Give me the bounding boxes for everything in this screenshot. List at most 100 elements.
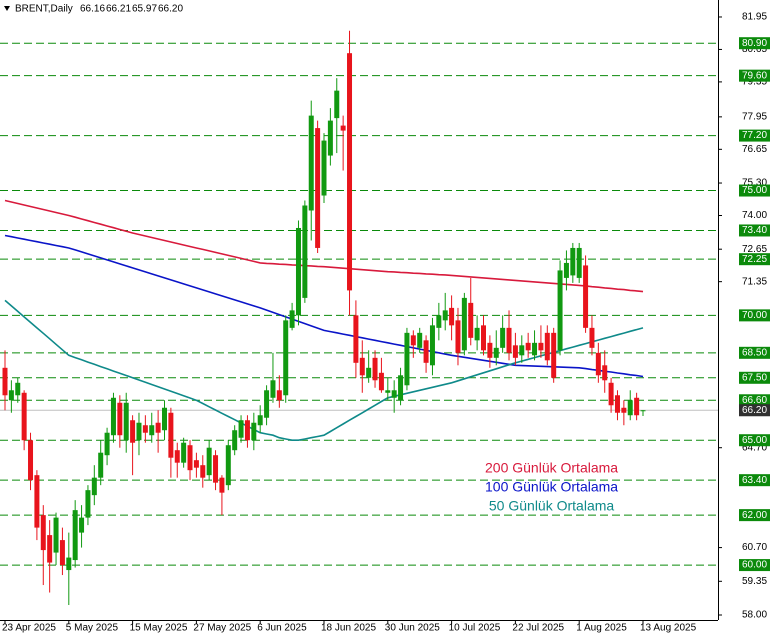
candle-body	[621, 407, 627, 413]
candle-body	[570, 247, 576, 276]
candle-body	[627, 400, 633, 416]
candle-body	[21, 392, 27, 441]
menu-triangle	[4, 6, 10, 11]
candle-body	[576, 247, 582, 278]
candle-body	[244, 420, 250, 441]
candle-body	[219, 477, 225, 493]
candle-body	[232, 430, 238, 451]
candle-body	[589, 327, 595, 348]
level-box	[739, 434, 770, 447]
candle-body	[359, 357, 365, 376]
candle-body	[168, 412, 174, 458]
candle-body	[525, 342, 531, 351]
y-tick-label: 64.70	[742, 442, 767, 453]
candle-body	[442, 310, 448, 321]
x-tick-label: 22 Jul 2025	[512, 623, 564, 634]
level-box	[739, 346, 770, 359]
x-tick-label: 6 Jun 2025	[257, 623, 307, 634]
candle-body	[487, 342, 493, 358]
y-tick-label: 58.00	[742, 610, 767, 621]
candle-body	[187, 445, 193, 471]
candle-body	[551, 332, 557, 378]
candle-body	[563, 262, 569, 278]
y-tick-label: 79.35	[742, 77, 767, 88]
header-value: 66.16	[80, 4, 105, 15]
candle-body	[155, 422, 161, 433]
candle-body	[532, 342, 538, 356]
moving-average	[4, 199, 644, 293]
candle-body	[372, 357, 378, 381]
y-tick-label: 72.65	[742, 244, 767, 255]
y-tick-label: 59.35	[742, 576, 767, 587]
candle-body	[98, 452, 104, 478]
level-label: 79.60	[742, 70, 767, 81]
candle-body	[193, 460, 199, 468]
candle-body	[449, 307, 455, 326]
x-tick-label: 15 May 2025	[130, 623, 188, 634]
candle-body	[544, 332, 550, 361]
x-tick-label: 27 May 2025	[193, 623, 251, 634]
candle-body	[474, 327, 480, 341]
header-value: 66.21	[106, 4, 131, 15]
candle-body	[47, 535, 53, 563]
candle-body	[602, 365, 608, 381]
candle-body	[614, 395, 620, 413]
candle-body	[289, 310, 295, 328]
candle-body	[53, 517, 59, 553]
candle-body	[436, 315, 442, 328]
candle-body	[398, 375, 404, 401]
candle-body	[40, 515, 46, 551]
candle-body	[391, 390, 397, 398]
level-box	[739, 129, 770, 142]
candle-body	[276, 390, 282, 401]
candle-body	[455, 320, 461, 353]
y-tick-label: 77.95	[742, 111, 767, 122]
candle-body	[583, 265, 589, 328]
candle-body	[104, 432, 110, 456]
candle-body	[142, 425, 148, 433]
candle-body	[200, 465, 206, 478]
candle-body	[640, 410, 646, 412]
legend-entry: 100 Günlük Ortalama	[485, 479, 618, 495]
level-box	[739, 559, 770, 572]
candle-body	[270, 380, 276, 398]
candle-body	[410, 335, 416, 346]
candle-body	[468, 302, 474, 338]
candle-body	[110, 397, 116, 436]
candle-body	[8, 390, 14, 401]
y-tick-label: 80.65	[742, 44, 767, 55]
y-tick-label: 75.30	[742, 178, 767, 189]
candle-body	[91, 477, 97, 496]
level-box	[739, 69, 770, 82]
candle-body	[117, 402, 123, 436]
level-box	[739, 474, 770, 487]
candle-body	[538, 342, 544, 351]
y-tick-label: 81.95	[742, 12, 767, 23]
candle-body	[130, 420, 136, 443]
candle-body	[136, 422, 142, 441]
header-value: 65.97	[132, 4, 157, 15]
level-label: 70.00	[742, 310, 767, 321]
candle-body	[206, 447, 212, 476]
level-label: 73.40	[742, 225, 767, 236]
candle-body	[123, 402, 129, 441]
candle-body	[340, 125, 346, 131]
last-price-box	[739, 404, 770, 417]
candle-body	[2, 367, 8, 396]
level-label: 75.00	[742, 185, 767, 196]
candle-body	[59, 540, 65, 566]
candle-body	[308, 115, 314, 211]
level-label: 67.50	[742, 372, 767, 383]
candle-body	[608, 382, 614, 406]
level-box	[739, 253, 770, 266]
level-label: 63.40	[742, 475, 767, 486]
candle-body	[378, 372, 384, 391]
candle-body	[283, 320, 289, 396]
candle-body	[162, 407, 167, 431]
candle-body	[79, 517, 85, 533]
candle-body	[213, 455, 219, 483]
level-label: 68.50	[742, 347, 767, 358]
candle-body	[225, 445, 231, 486]
candle-body	[366, 367, 372, 378]
